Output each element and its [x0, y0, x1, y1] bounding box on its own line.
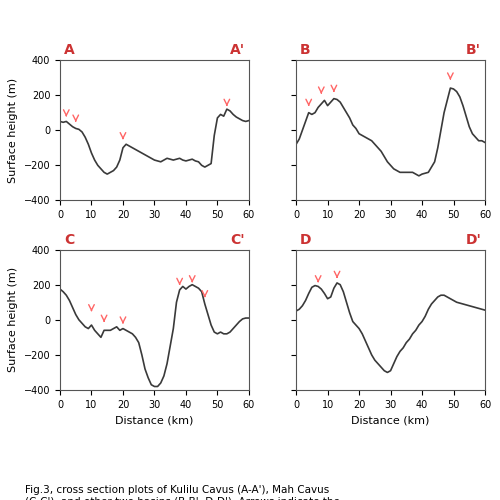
Text: D: D [300, 233, 312, 247]
Text: A': A' [230, 43, 245, 57]
Y-axis label: Surface height (m): Surface height (m) [8, 78, 18, 183]
Text: A: A [64, 43, 74, 57]
Text: B': B' [466, 43, 481, 57]
Text: Fig.3, cross section plots of Kulilu Cavus (A-A'), Mah Cavus
(C-C'), and other t: Fig.3, cross section plots of Kulilu Cav… [25, 485, 340, 500]
Y-axis label: Surface height (m): Surface height (m) [8, 267, 18, 372]
Text: B: B [300, 43, 310, 57]
Text: C: C [64, 233, 74, 247]
X-axis label: Distance (km): Distance (km) [116, 416, 194, 426]
X-axis label: Distance (km): Distance (km) [352, 416, 430, 426]
Text: C': C' [230, 233, 245, 247]
Text: D': D' [466, 233, 481, 247]
